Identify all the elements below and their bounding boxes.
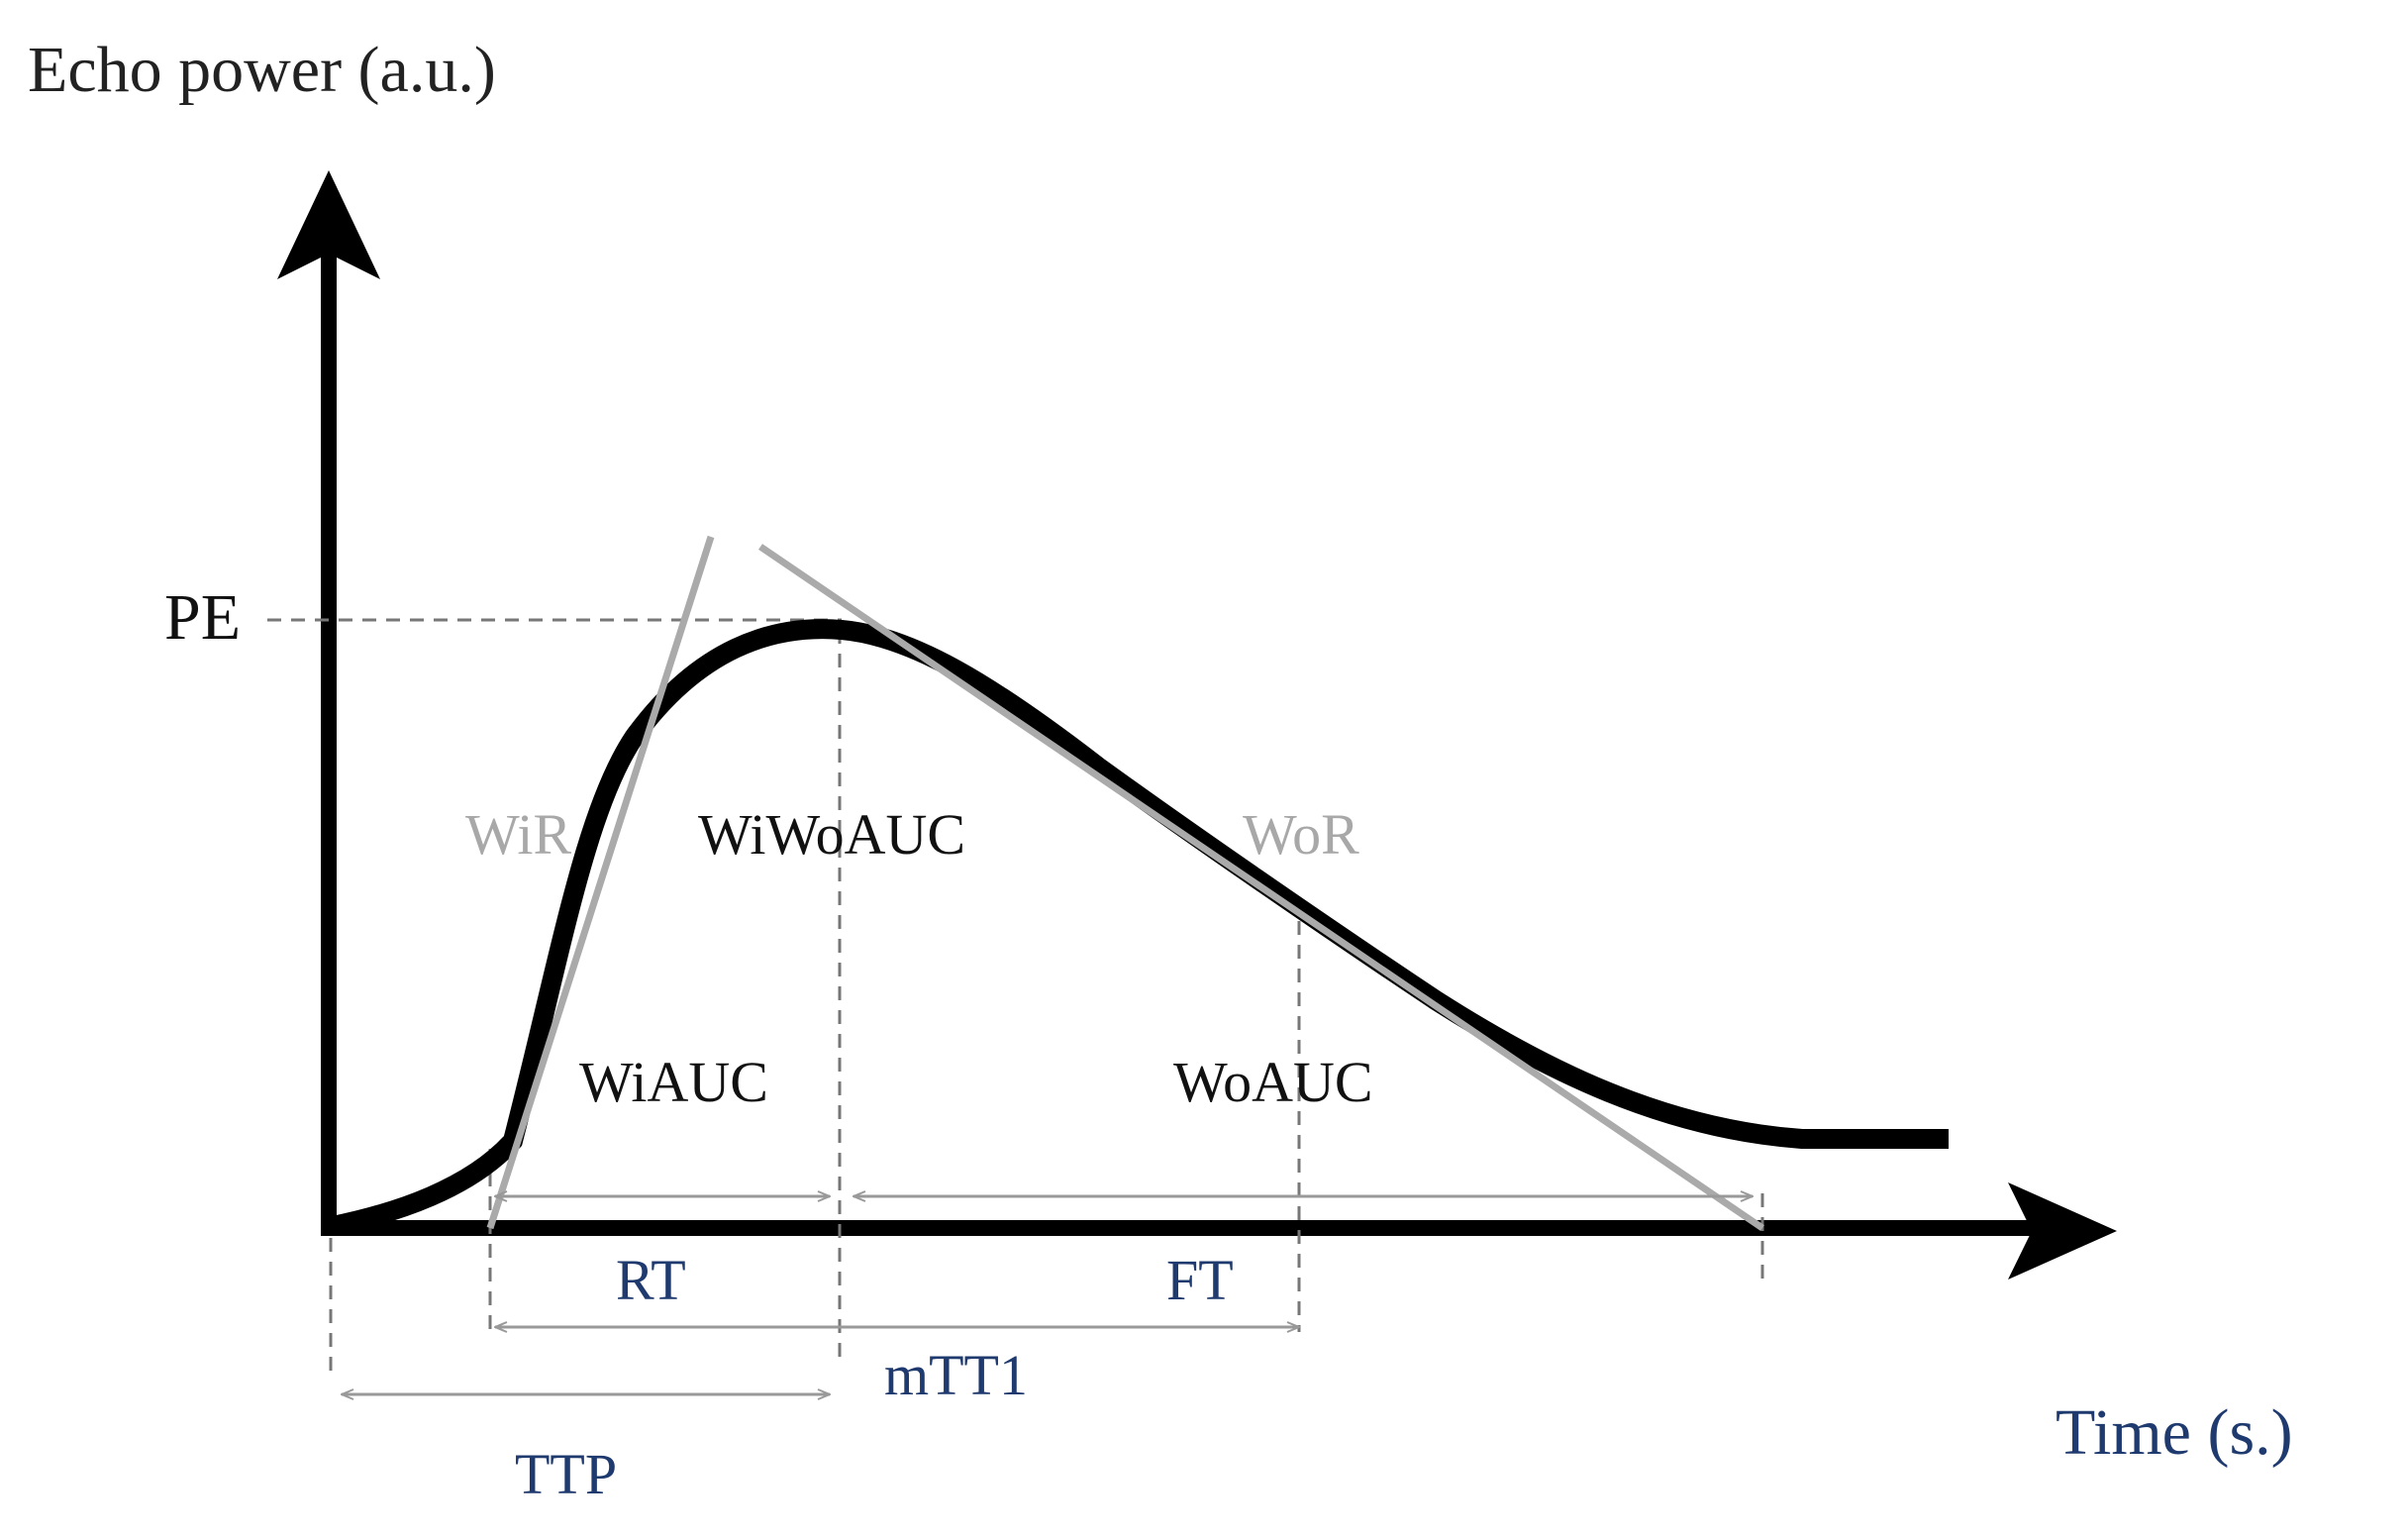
- y-axis-label: Echo power (a.u.): [28, 34, 496, 106]
- woauc-label: WoAUC: [1173, 1050, 1373, 1114]
- wiwoauc-label: WiWoAUC: [698, 802, 965, 867]
- wash-out-rate-tangent: [758, 544, 1764, 1231]
- y-axis-arrowhead: [277, 170, 380, 279]
- wash-in-rate-tangent: [486, 535, 715, 1230]
- wor-label: WoR: [1243, 802, 1359, 867]
- ttp-label: TTP: [515, 1442, 617, 1506]
- rt-label: RT: [616, 1248, 686, 1312]
- x-axis-label: Time (s.): [2056, 1396, 2293, 1469]
- ft-label: FT: [1166, 1248, 1234, 1312]
- wir-label: WiR: [465, 802, 572, 867]
- mtt-label: mTT1: [884, 1343, 1028, 1407]
- time-intensity-curve: [331, 619, 1949, 1236]
- wiauc-label: WiAUC: [579, 1050, 768, 1114]
- x-axis-arrowhead: [2008, 1182, 2117, 1280]
- pe-label: PE: [164, 581, 241, 654]
